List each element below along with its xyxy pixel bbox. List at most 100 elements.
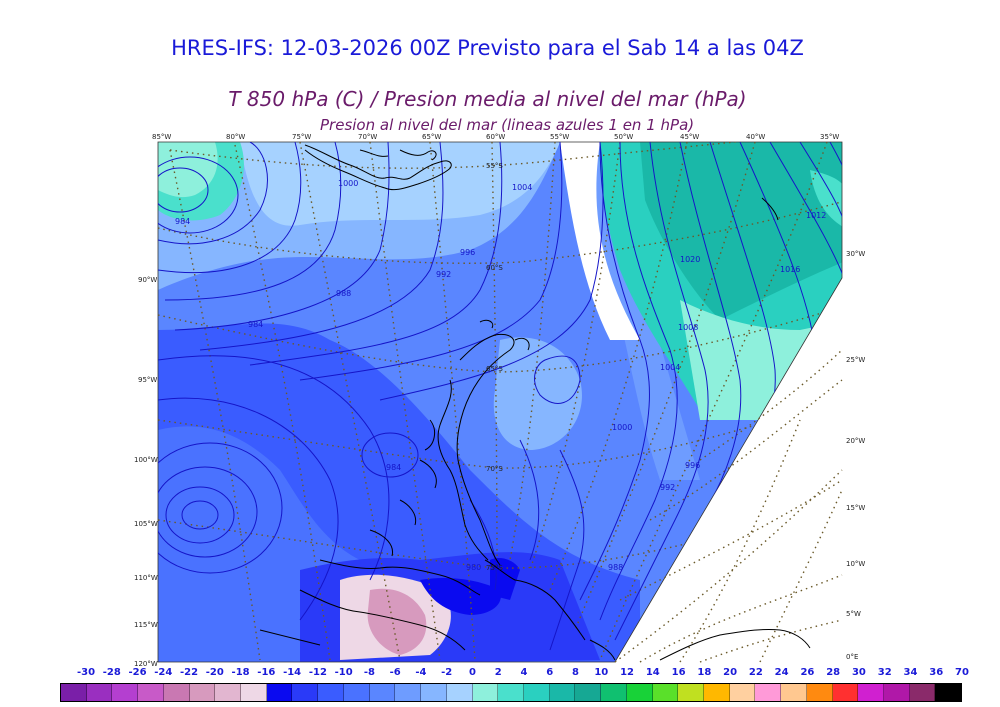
colorbar-label: 22 [748,667,763,678]
colorbar-cell [678,684,704,701]
isobar-label: 1000 [338,179,358,188]
colorbar-cell [86,684,113,701]
colorbar-label: 24 [774,667,789,678]
colorbar-cell [703,684,730,701]
lat-label-left: 95°W [138,376,157,384]
colorbar-label: 18 [697,667,712,678]
colorbar-cell [729,684,756,701]
isobar-label: 1000 [612,423,632,432]
temperature-field [158,142,842,662]
lat-label-right: 25°W [846,356,865,364]
colorbar-label: 6 [546,667,554,678]
isobar-label: 996 [460,248,475,257]
lon-label: 85°W [152,133,171,141]
colorbar-label: 12 [620,667,635,678]
colorbar-cell [781,684,807,701]
isobar-label: 984 [175,217,190,226]
lon-label: 35°W [820,133,839,141]
lon-label: 45°W [680,133,699,141]
colorbar-cell [755,684,782,701]
isobar-label: 996 [685,461,700,470]
isobar-label: 984 [248,320,263,329]
colorbar-label: 32 [877,667,892,678]
lon-label: 40°W [746,133,765,141]
colorbar-label: 0 [468,667,476,678]
colorbar-label: -8 [363,667,375,678]
lon-label: 60°W [486,133,505,141]
colorbar-label: -28 [102,667,121,678]
colorbar-cell [369,684,396,701]
graticule [158,142,842,661]
isobar-label: 1008 [678,323,698,332]
colorbar-label: 2 [494,667,502,678]
isobar-label: 984 [386,463,401,472]
lon-label: 70°W [358,133,377,141]
colorbar-label: -20 [205,667,224,678]
lat-label-right: 5°W [846,610,861,618]
colorbar-label: 30 [851,667,866,678]
colorbar-label: 8 [572,667,579,678]
colorbar-label: 20 [723,667,738,678]
inner-lat-label: 60°S [486,264,503,272]
colorbar-label: -22 [180,667,199,678]
lon-label: 50°W [614,133,633,141]
lat-label-left: 105°W [134,520,158,528]
lat-label-right: 10°W [846,560,865,568]
isobar-label: 1016 [780,265,800,274]
colorbar-label: 14 [645,667,660,678]
isobar-label: 988 [336,289,351,298]
lon-label: 80°W [226,133,245,141]
colorbar-cell [241,684,267,701]
isobar-label: 1012 [806,211,826,220]
isobar-label: 992 [660,483,675,492]
lat-label-left: 90°W [138,276,157,284]
colorbar-label: -24 [154,667,173,678]
colorbar-cell [909,684,936,701]
colorbar [60,683,962,702]
colorbar-cell [292,684,319,701]
colorbar-cell [138,684,164,701]
colorbar-label: 16 [671,667,686,678]
colorbar-cell [626,684,653,701]
lat-label-left: 110°W [134,574,158,582]
isobar-label: 992 [436,270,451,279]
lon-label: 65°W [422,133,441,141]
inner-lat-label: 75°S [486,564,503,572]
colorbar-cell [112,684,139,701]
colorbar-cell [884,684,910,701]
colorbar-label: 26 [800,667,815,678]
lat-label-left: 100°W [134,456,158,464]
colorbar-label: -10 [334,667,353,678]
colorbar-cell [266,684,293,701]
isobar-label: 1004 [660,363,680,372]
colorbar-label: 70 [955,667,969,678]
isobar-label: 1020 [680,255,700,264]
isobar-label: 980 [466,563,481,572]
colorbar-label: -6 [389,667,401,678]
isobar-labels: 984 1000 1004 996 992 988 984 1012 1016 … [175,179,826,572]
colorbar-cell [163,684,190,701]
lat-label-right: 15°W [846,504,865,512]
colorbar-label: -12 [308,667,327,678]
lat-label-left: 115°W [134,621,158,629]
colorbar-label: 34 [903,667,918,678]
isobar-label: 1004 [512,183,532,192]
title-variable: T 850 hPa (C) / Presion media al nivel d… [228,87,747,111]
lon-label: 75°W [292,133,311,141]
inner-lat-label: 55°S [486,162,503,170]
inner-lat-label: 65°S [486,365,503,373]
colorbar-cell [601,684,627,701]
colorbar-cell [446,684,473,701]
lat-label-right: 0°E [846,653,858,661]
colorbar-cell [343,684,370,701]
colorbar-label: -14 [283,667,302,678]
lat-label-right: 20°W [846,437,865,445]
lat-label-left: 120°W [134,660,158,668]
colorbar-cell [472,684,499,701]
colorbar-label: -2 [441,667,453,678]
map-frame [157,141,843,663]
colorbar-cell [395,684,422,701]
inner-lat-label: 70°S [486,465,503,473]
colorbar-cell [215,684,242,701]
